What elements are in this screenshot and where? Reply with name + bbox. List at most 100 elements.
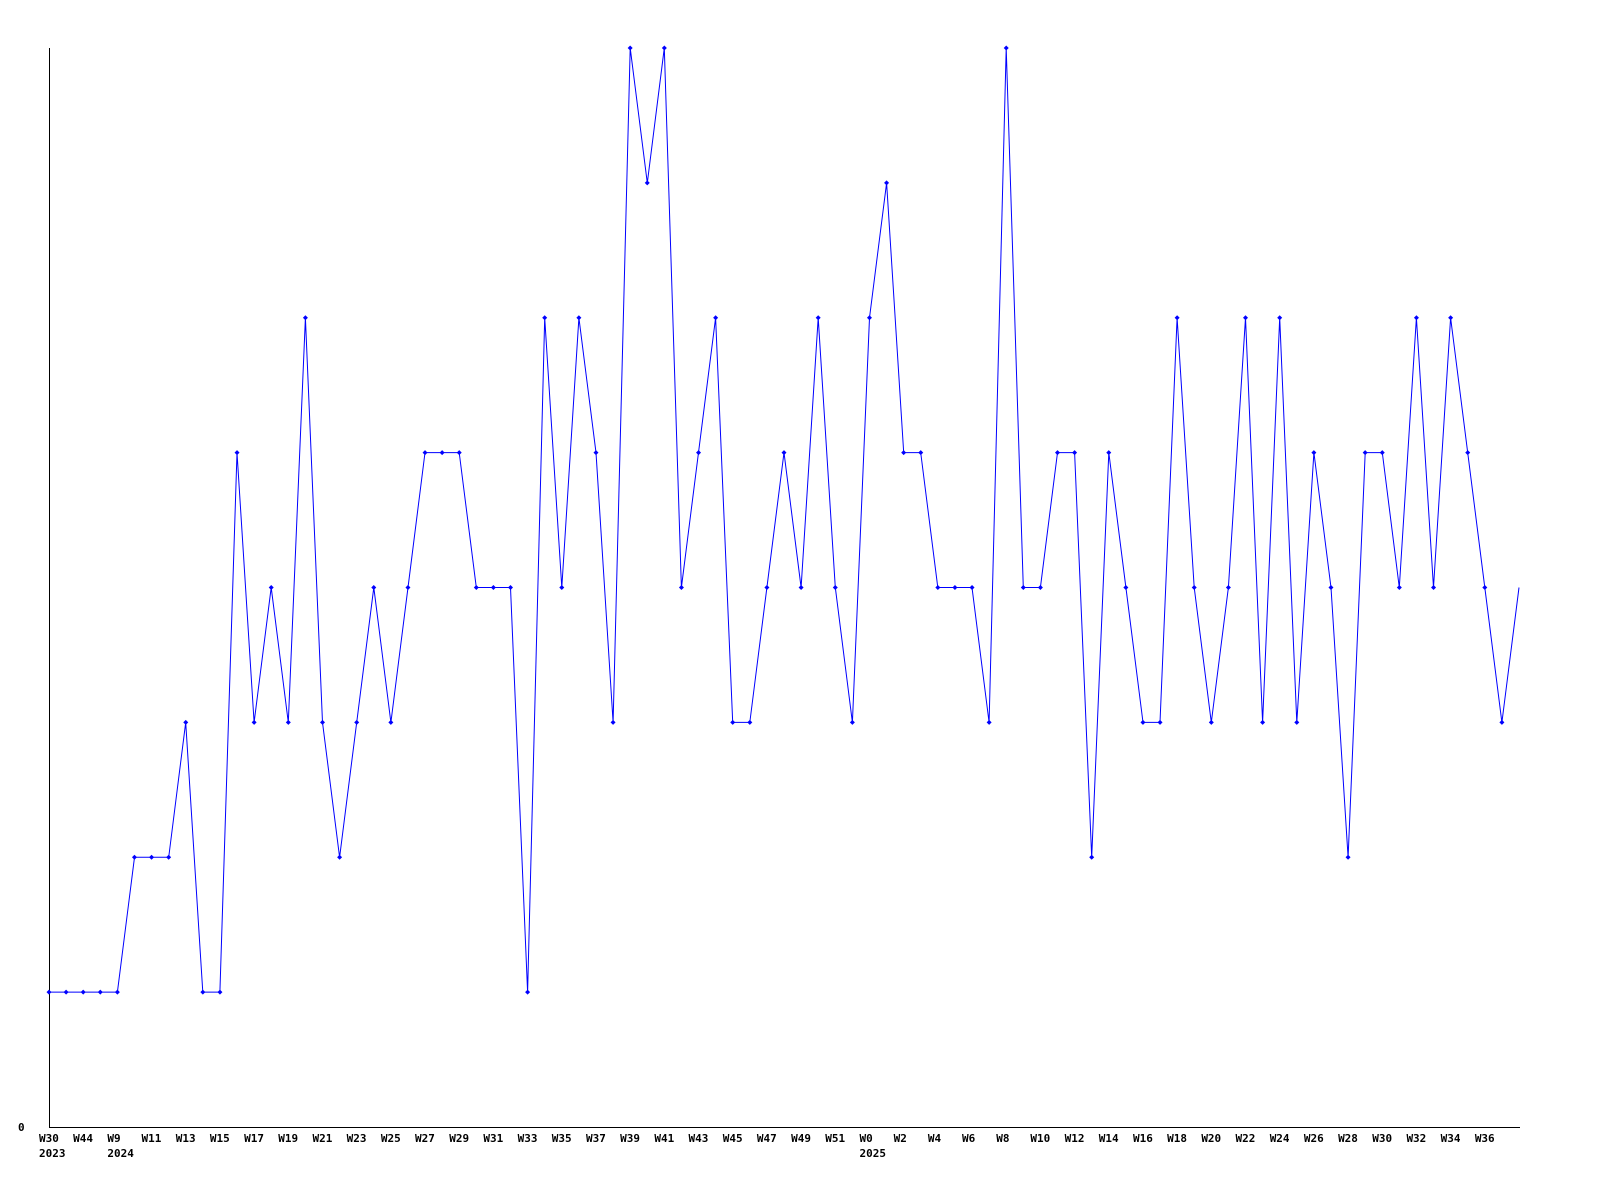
data-point bbox=[1277, 315, 1283, 321]
data-point bbox=[1106, 450, 1112, 456]
data-point bbox=[884, 180, 890, 186]
x-tick-label: W20 bbox=[1201, 1132, 1221, 1145]
data-point bbox=[354, 719, 360, 725]
x-tick-label: W27 bbox=[415, 1132, 435, 1145]
data-point bbox=[63, 989, 69, 995]
data-point bbox=[1260, 719, 1266, 725]
data-point bbox=[473, 585, 479, 590]
data-point bbox=[1243, 315, 1249, 321]
data-point bbox=[371, 585, 377, 590]
data-point bbox=[1294, 719, 1300, 725]
data-point bbox=[1089, 854, 1095, 860]
data-point bbox=[542, 315, 548, 321]
data-point bbox=[1037, 585, 1043, 590]
x-tick-label: W39 bbox=[620, 1132, 640, 1145]
data-point bbox=[388, 719, 394, 725]
data-point bbox=[490, 585, 496, 590]
data-point bbox=[200, 989, 206, 995]
x-year-label: 2025 bbox=[859, 1147, 886, 1160]
data-point bbox=[1140, 719, 1146, 725]
data-point bbox=[661, 45, 667, 51]
data-point bbox=[251, 719, 257, 725]
data-point bbox=[1465, 450, 1471, 456]
data-point bbox=[183, 719, 189, 725]
x-tick-label: W18 bbox=[1167, 1132, 1187, 1145]
data-point bbox=[1123, 585, 1129, 590]
data-point bbox=[1362, 450, 1368, 456]
x-tick-label: W12 bbox=[1065, 1132, 1085, 1145]
x-tick-label: W8 bbox=[996, 1132, 1009, 1145]
data-point bbox=[439, 450, 445, 456]
x-tick-label: W41 bbox=[654, 1132, 674, 1145]
x-tick-label: W0 bbox=[859, 1132, 872, 1145]
data-point bbox=[422, 450, 428, 456]
series bbox=[46, 45, 1520, 995]
data-point bbox=[319, 719, 325, 725]
x-tick-label: W21 bbox=[312, 1132, 332, 1145]
data-point bbox=[832, 585, 838, 590]
data-point bbox=[1396, 585, 1402, 590]
data-point bbox=[678, 585, 684, 590]
data-point bbox=[114, 989, 120, 995]
data-point bbox=[1413, 315, 1419, 321]
data-point bbox=[576, 315, 582, 321]
data-point bbox=[559, 585, 565, 590]
data-point bbox=[849, 719, 855, 725]
x-tick-label: W14 bbox=[1099, 1132, 1119, 1145]
x-tick-label: W37 bbox=[586, 1132, 606, 1145]
data-point bbox=[268, 585, 274, 590]
data-point bbox=[1191, 585, 1197, 590]
x-tick-label: W9 bbox=[107, 1132, 120, 1145]
data-point bbox=[866, 315, 872, 321]
x-tick-label: W28 bbox=[1338, 1132, 1358, 1145]
data-point bbox=[627, 45, 633, 51]
x-tick-label: W23 bbox=[347, 1132, 367, 1145]
data-point bbox=[747, 719, 753, 725]
data-point bbox=[986, 719, 992, 725]
data-point bbox=[234, 450, 240, 456]
data-point bbox=[935, 585, 941, 590]
series-line bbox=[49, 47, 1520, 993]
data-point bbox=[302, 315, 308, 321]
data-point bbox=[815, 315, 821, 321]
data-point bbox=[525, 989, 531, 995]
data-point bbox=[1482, 585, 1488, 590]
x-tick-label: W47 bbox=[757, 1132, 777, 1145]
x-tick-label: W35 bbox=[552, 1132, 572, 1145]
x-tick-label: W51 bbox=[825, 1132, 845, 1145]
data-point bbox=[1208, 719, 1214, 725]
x-tick-label: W24 bbox=[1270, 1132, 1290, 1145]
x-tick-label: W44 bbox=[73, 1132, 93, 1145]
x-tick-label: W33 bbox=[518, 1132, 538, 1145]
data-point bbox=[764, 585, 770, 590]
x-tick-label: W19 bbox=[278, 1132, 298, 1145]
data-point bbox=[456, 450, 462, 456]
x-tick-label: W43 bbox=[689, 1132, 709, 1145]
data-point bbox=[1020, 585, 1026, 590]
x-tick-label: W45 bbox=[723, 1132, 743, 1145]
data-point bbox=[1072, 450, 1078, 456]
data-point bbox=[798, 585, 804, 590]
data-point bbox=[1328, 585, 1334, 590]
x-tick-label: W29 bbox=[449, 1132, 469, 1145]
x-year-label: 2024 bbox=[107, 1147, 134, 1160]
x-tick-label: W4 bbox=[928, 1132, 942, 1145]
y-tick-label-0: 0 bbox=[18, 1121, 25, 1134]
data-point bbox=[1174, 315, 1180, 321]
data-point bbox=[405, 585, 411, 590]
data-point bbox=[1054, 450, 1060, 456]
x-tick-label: W16 bbox=[1133, 1132, 1153, 1145]
x-tick-label: W2 bbox=[894, 1132, 907, 1145]
data-point bbox=[1311, 450, 1317, 456]
data-point bbox=[166, 854, 172, 860]
data-point bbox=[149, 854, 155, 860]
x-tick-label: W11 bbox=[142, 1132, 162, 1145]
x-tick-labels: W30 2023 W44 W9 2024 W11 W13 W15 W17 W19 W21 W23 W25… bbox=[39, 1132, 1495, 1160]
data-point bbox=[918, 450, 924, 456]
x-tick-label: W49 bbox=[791, 1132, 811, 1145]
data-point bbox=[337, 854, 343, 860]
data-point bbox=[46, 989, 52, 995]
x-tick-label: W31 bbox=[483, 1132, 503, 1145]
data-point bbox=[952, 585, 958, 590]
data-point bbox=[1499, 719, 1505, 725]
